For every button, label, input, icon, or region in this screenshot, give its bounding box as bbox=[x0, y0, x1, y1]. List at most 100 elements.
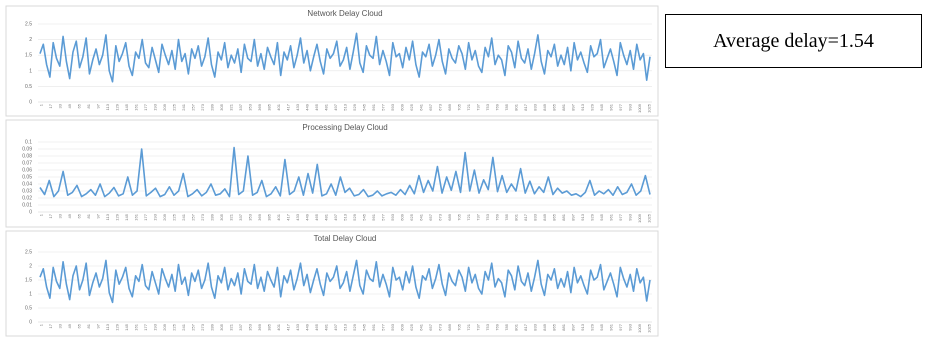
x-tick-label: 801 bbox=[514, 103, 519, 110]
x-tick-label: 513 bbox=[343, 103, 348, 110]
x-tick-label: 177 bbox=[143, 103, 148, 110]
x-tick-label: 417 bbox=[286, 103, 291, 110]
x-tick-label: 833 bbox=[533, 103, 538, 110]
x-tick-label: 449 bbox=[305, 323, 310, 330]
average-delay-box: Average delay=1.54 bbox=[665, 14, 922, 68]
x-tick-label: 993 bbox=[628, 103, 633, 110]
x-tick-label: 641 bbox=[419, 213, 424, 220]
y-tick-label: 0.03 bbox=[22, 189, 32, 195]
x-tick-label: 769 bbox=[495, 323, 500, 330]
x-tick-label: 177 bbox=[143, 323, 148, 330]
x-tick-label: 209 bbox=[162, 323, 167, 330]
x-tick-label: 481 bbox=[324, 323, 329, 330]
y-tick-label: 0.1 bbox=[25, 140, 32, 146]
x-tick-label: 929 bbox=[590, 323, 595, 330]
x-tick-label: 913 bbox=[580, 103, 585, 110]
x-tick-label: 193 bbox=[153, 213, 158, 220]
x-tick-label: 833 bbox=[533, 213, 538, 220]
x-tick-label: 225 bbox=[172, 213, 177, 220]
x-tick-label: 849 bbox=[542, 323, 547, 330]
x-tick-label: 625 bbox=[409, 103, 414, 110]
y-tick-label: 2.5 bbox=[25, 250, 32, 256]
y-tick-label: 1.5 bbox=[25, 278, 32, 284]
x-tick-label: 497 bbox=[333, 213, 338, 220]
x-tick-label: 721 bbox=[466, 323, 471, 330]
x-tick-label: 1009 bbox=[637, 213, 642, 223]
x-tick-label: 689 bbox=[447, 213, 452, 220]
x-tick-label: 769 bbox=[495, 103, 500, 110]
x-tick-label: 385 bbox=[267, 213, 272, 220]
x-tick-label: 913 bbox=[580, 323, 585, 330]
x-tick-label: 1025 bbox=[647, 103, 652, 113]
x-tick-label: 145 bbox=[124, 323, 129, 330]
x-tick-label: 1009 bbox=[637, 323, 642, 333]
x-tick-label: 689 bbox=[447, 103, 452, 110]
x-tick-label: 961 bbox=[609, 103, 614, 110]
x-tick-label: 33 bbox=[58, 213, 63, 218]
x-tick-label: 561 bbox=[371, 323, 376, 330]
x-tick-label: 49 bbox=[67, 103, 72, 108]
x-tick-label: 945 bbox=[599, 323, 604, 330]
x-tick-label: 881 bbox=[561, 213, 566, 220]
chart-title: Total Delay Cloud bbox=[314, 234, 377, 243]
x-tick-label: 817 bbox=[523, 323, 528, 330]
y-tick-label: 0.5 bbox=[25, 84, 32, 90]
x-tick-label: 385 bbox=[267, 103, 272, 110]
x-tick-label: 465 bbox=[314, 213, 319, 220]
x-tick-label: 705 bbox=[457, 323, 462, 330]
y-tick-label: 1 bbox=[29, 292, 32, 298]
x-tick-label: 113 bbox=[105, 213, 110, 220]
x-tick-label: 257 bbox=[191, 323, 196, 330]
x-tick-label: 433 bbox=[295, 103, 300, 110]
x-tick-label: 753 bbox=[485, 213, 490, 220]
x-tick-label: 721 bbox=[466, 213, 471, 220]
x-tick-label: 689 bbox=[447, 323, 452, 330]
x-tick-label: 785 bbox=[504, 213, 509, 220]
x-tick-label: 65 bbox=[77, 103, 82, 108]
x-tick-label: 257 bbox=[191, 103, 196, 110]
x-tick-label: 113 bbox=[105, 103, 110, 110]
x-tick-label: 49 bbox=[67, 323, 72, 328]
x-tick-label: 321 bbox=[229, 323, 234, 330]
x-tick-label: 673 bbox=[438, 213, 443, 220]
x-tick-label: 401 bbox=[276, 323, 281, 330]
x-tick-label: 321 bbox=[229, 103, 234, 110]
x-tick-label: 657 bbox=[428, 213, 433, 220]
x-tick-label: 369 bbox=[257, 323, 262, 330]
x-tick-label: 929 bbox=[590, 213, 595, 220]
x-tick-label: 1 bbox=[39, 323, 44, 326]
x-tick-label: 593 bbox=[390, 213, 395, 220]
x-tick-label: 65 bbox=[77, 323, 82, 328]
x-tick-label: 289 bbox=[210, 213, 215, 220]
x-tick-label: 81 bbox=[86, 323, 91, 328]
x-tick-label: 97 bbox=[96, 323, 101, 328]
y-tick-label: 0.06 bbox=[22, 168, 32, 174]
x-tick-label: 529 bbox=[352, 213, 357, 220]
x-tick-label: 97 bbox=[96, 103, 101, 108]
x-tick-label: 417 bbox=[286, 323, 291, 330]
x-tick-label: 17 bbox=[48, 103, 53, 108]
x-tick-label: 737 bbox=[476, 103, 481, 110]
x-tick-label: 753 bbox=[485, 103, 490, 110]
x-tick-label: 865 bbox=[552, 103, 557, 110]
x-tick-label: 881 bbox=[561, 103, 566, 110]
x-tick-label: 193 bbox=[153, 323, 158, 330]
x-tick-label: 753 bbox=[485, 323, 490, 330]
x-tick-label: 1025 bbox=[647, 323, 652, 333]
x-tick-label: 97 bbox=[96, 213, 101, 218]
chart-frame bbox=[5, 119, 659, 228]
x-tick-label: 545 bbox=[362, 213, 367, 220]
x-tick-label: 145 bbox=[124, 103, 129, 110]
x-tick-label: 593 bbox=[390, 323, 395, 330]
x-tick-label: 1 bbox=[39, 103, 44, 106]
x-tick-label: 657 bbox=[428, 323, 433, 330]
x-tick-label: 897 bbox=[571, 103, 576, 110]
x-tick-label: 209 bbox=[162, 103, 167, 110]
x-tick-label: 81 bbox=[86, 103, 91, 108]
x-tick-label: 369 bbox=[257, 103, 262, 110]
series-line bbox=[39, 32, 651, 83]
x-tick-label: 977 bbox=[618, 103, 623, 110]
x-tick-label: 977 bbox=[618, 323, 623, 330]
x-tick-label: 33 bbox=[58, 103, 63, 108]
